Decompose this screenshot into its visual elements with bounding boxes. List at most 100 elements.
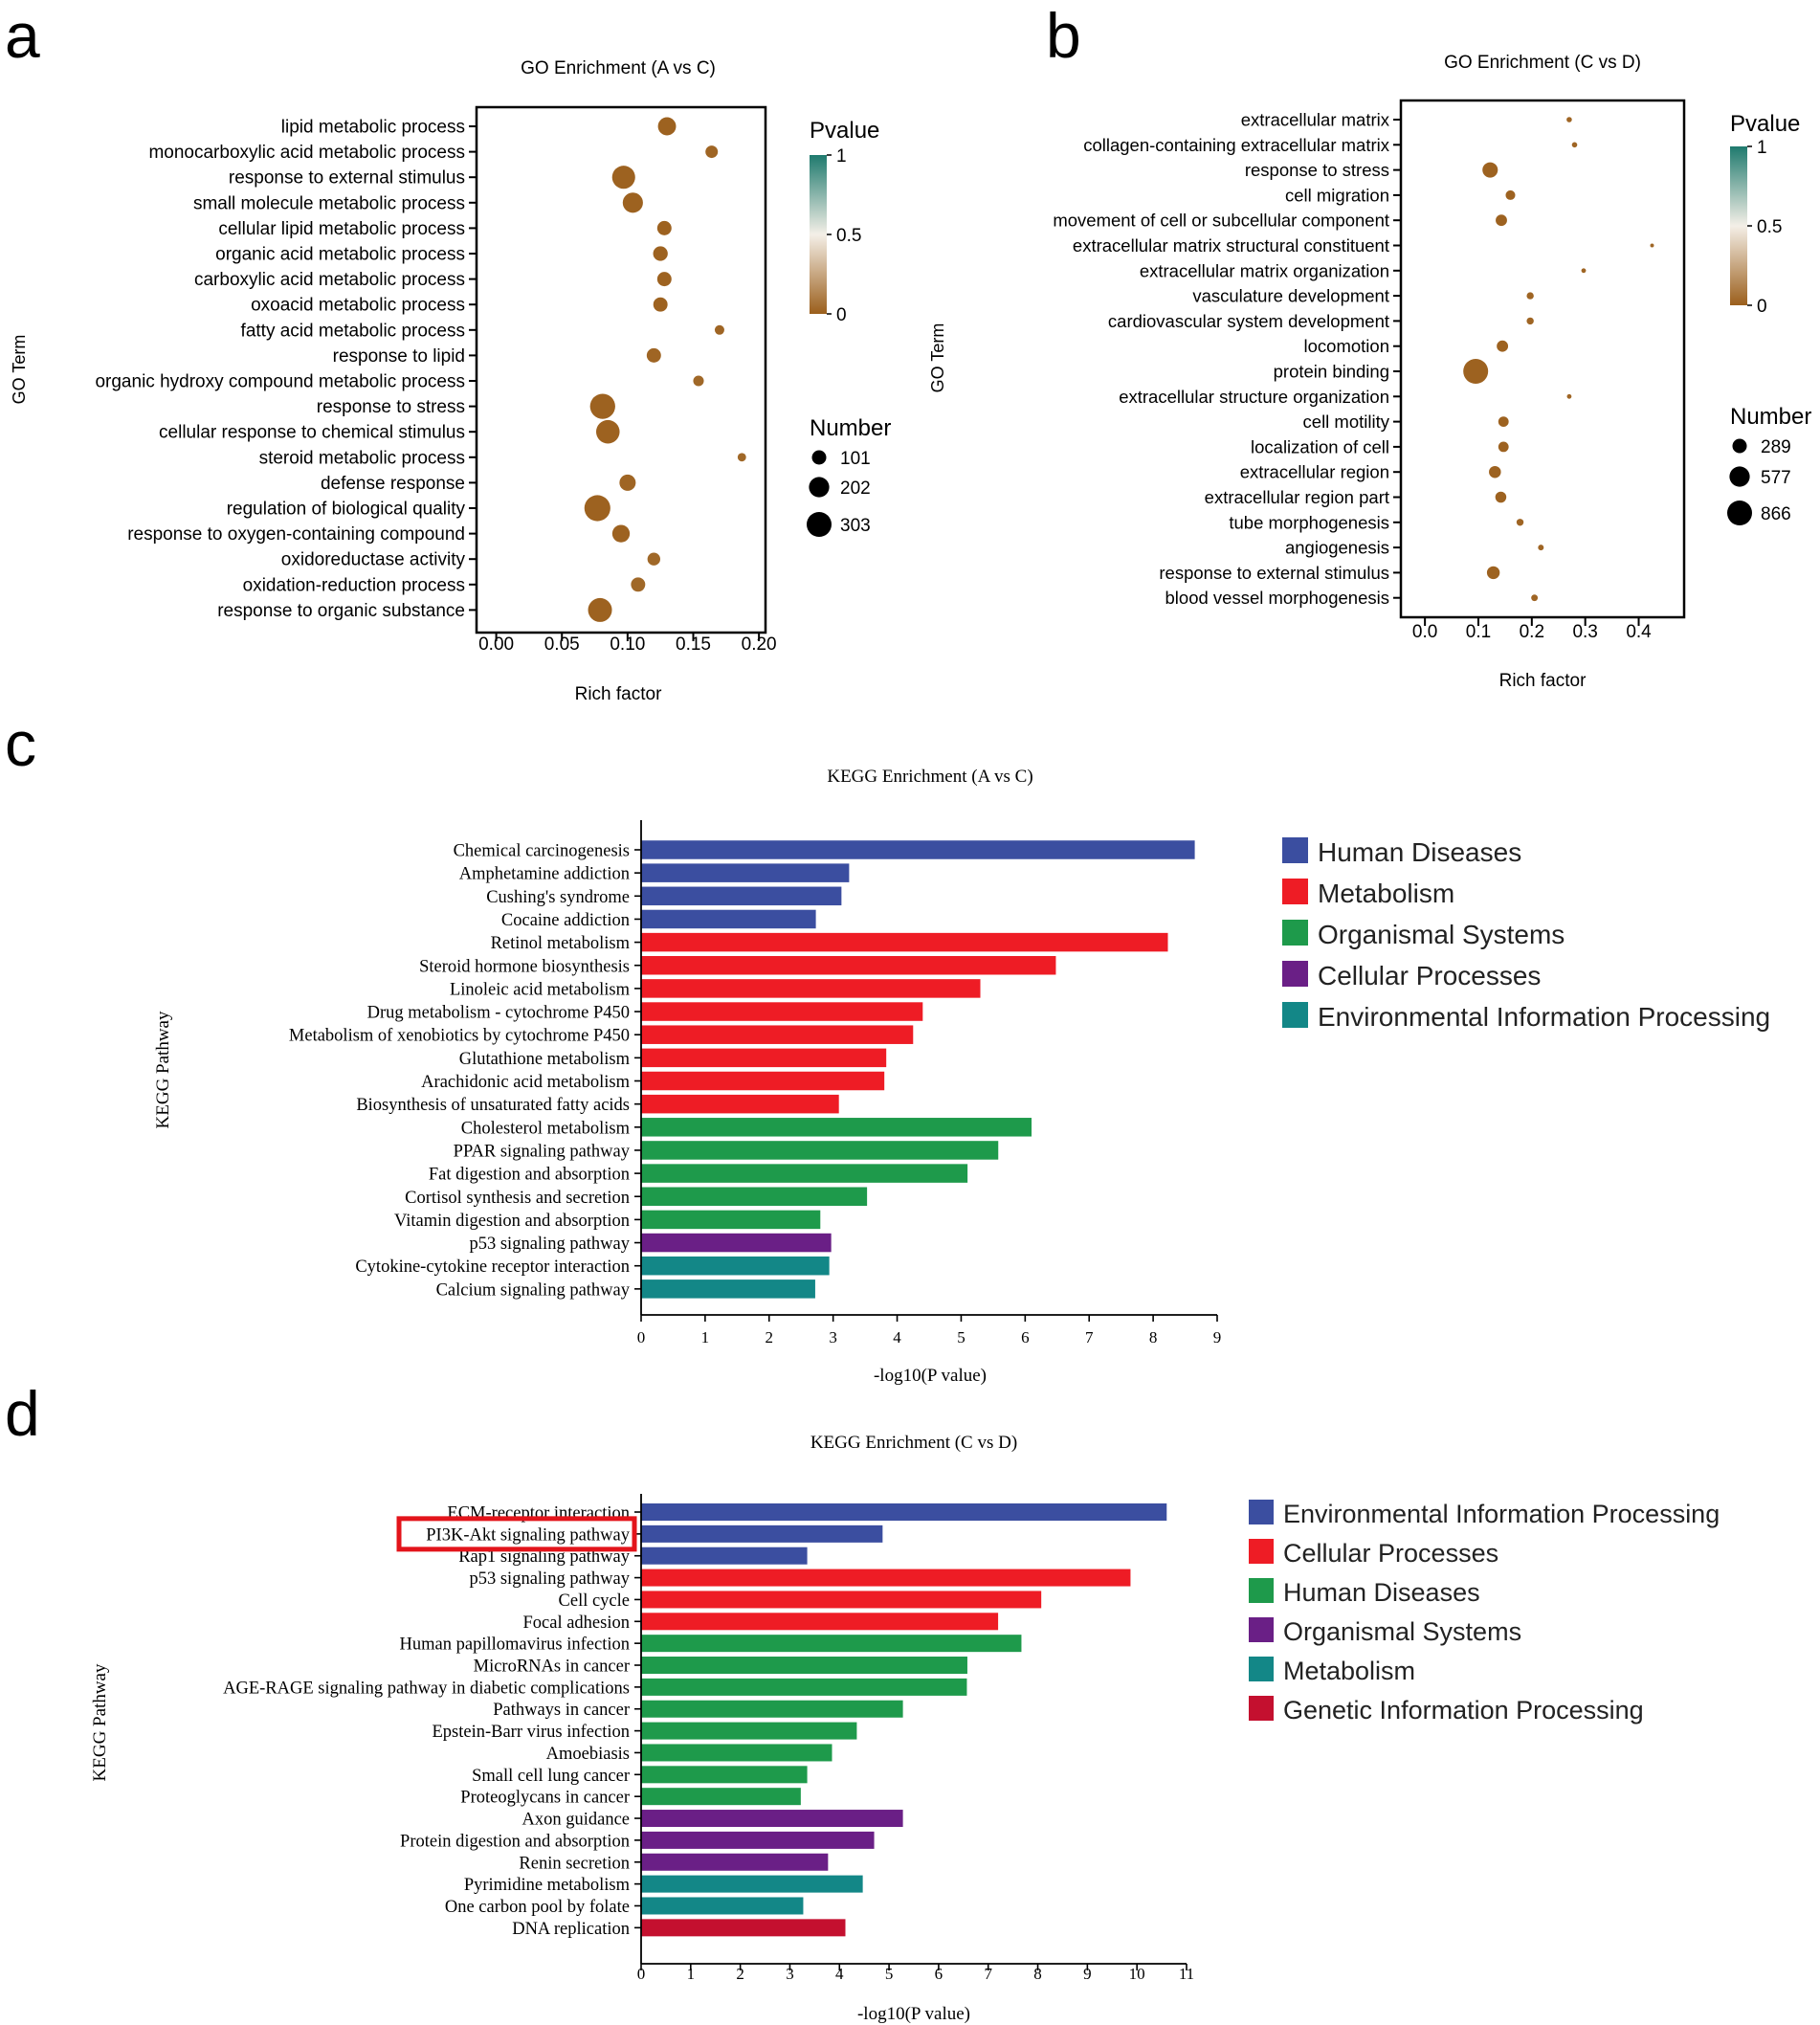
data-point xyxy=(705,145,719,159)
x-tick-label: 0.15 xyxy=(676,634,711,655)
bar xyxy=(641,1744,832,1762)
x-tick-label: 0.1 xyxy=(1466,622,1491,642)
bar xyxy=(641,979,981,998)
x-tick-label: 0.00 xyxy=(478,634,514,655)
y-tick-label: monocarboxylic acid metabolic process xyxy=(148,143,465,163)
y-tick-label: extracellular matrix structural constitu… xyxy=(1073,235,1389,256)
y-tick-label: AGE-RAGE signaling pathway in diabetic c… xyxy=(223,1679,630,1698)
y-axis-label: GO Term xyxy=(10,335,29,405)
y-tick-label: Vitamin digestion and absorption xyxy=(394,1212,630,1231)
y-tick-label: cardiovascular system development xyxy=(1108,311,1389,331)
y-tick-label: response to organic substance xyxy=(217,601,465,621)
x-tick-label: 10 xyxy=(1129,1965,1145,1983)
x-tick-label: 0.0 xyxy=(1412,622,1437,642)
y-tick-label: collagen-containing extracellular matrix xyxy=(1083,135,1390,155)
chart-title: KEGG Enrichment (C vs D) xyxy=(810,1433,1017,1453)
bar xyxy=(641,1233,832,1253)
y-tick-label: steroid metabolic process xyxy=(259,448,465,468)
bar xyxy=(641,1071,885,1091)
x-tick-label: 1 xyxy=(687,1965,696,1983)
y-tick-label: One carbon pool by folate xyxy=(445,1898,630,1917)
data-point xyxy=(1526,317,1534,325)
number-legend-dot xyxy=(807,512,832,537)
pvalue-tick-label: 1 xyxy=(836,146,847,167)
y-tick-label: protein binding xyxy=(1274,362,1389,382)
data-point xyxy=(1497,340,1509,352)
y-tick-label: oxidoreductase activity xyxy=(281,550,466,570)
y-tick-label: carboxylic acid metabolic process xyxy=(194,270,465,290)
bar xyxy=(641,1503,1167,1521)
number-legend-label: 577 xyxy=(1761,468,1791,488)
x-axis-label: -log10(P value) xyxy=(874,1366,987,1386)
y-tick-label: locomotion xyxy=(1304,336,1389,356)
x-axis-label: Rich factor xyxy=(1499,671,1587,691)
y-tick-label: extracellular structure organization xyxy=(1119,387,1389,407)
bar xyxy=(641,1591,1042,1609)
bar xyxy=(641,1766,808,1784)
x-tick-label: 0 xyxy=(637,1965,646,1983)
x-axis-label: -log10(P value) xyxy=(857,2004,970,2024)
y-tick-label: Small cell lung cancer xyxy=(472,1767,630,1786)
bar xyxy=(641,886,842,906)
bar xyxy=(641,1678,967,1696)
y-tick-label: response to external stimulus xyxy=(229,168,465,189)
legend-swatch xyxy=(1282,879,1308,904)
legend-label: Metabolism xyxy=(1318,879,1454,908)
number-legend-label: 289 xyxy=(1761,437,1791,457)
bar xyxy=(641,1187,868,1206)
data-point xyxy=(631,577,646,592)
data-point xyxy=(584,495,610,522)
bar xyxy=(641,1722,857,1740)
x-tick-label: 7 xyxy=(984,1965,992,1983)
bar xyxy=(641,1919,846,1937)
y-tick-label: response to external stimulus xyxy=(1159,563,1389,583)
bar xyxy=(641,1141,999,1160)
panel-label: d xyxy=(5,1378,40,1449)
x-tick-label: 0.10 xyxy=(610,634,645,655)
y-tick-label: Cortisol synthesis and secretion xyxy=(405,1189,630,1208)
bar xyxy=(641,1048,887,1068)
data-point xyxy=(619,474,636,491)
bar xyxy=(641,1810,903,1828)
number-legend-dot xyxy=(1732,438,1747,454)
data-point xyxy=(1650,243,1654,248)
bar xyxy=(641,1280,815,1299)
bar xyxy=(641,1831,875,1849)
x-tick-label: 2 xyxy=(736,1965,744,1983)
y-tick-label: Protein digestion and absorption xyxy=(400,1832,630,1851)
y-tick-label: extracellular region xyxy=(1240,462,1389,482)
bar xyxy=(641,1164,968,1183)
y-tick-label: Amoebiasis xyxy=(546,1745,630,1764)
y-tick-label: Cocaine addiction xyxy=(501,911,630,930)
y-tick-label: fatty acid metabolic process xyxy=(241,321,465,341)
y-tick-label: Arachidonic acid metabolism xyxy=(421,1073,630,1092)
legend-label: Environmental Information Processing xyxy=(1283,1500,1720,1528)
y-tick-label: Pyrimidine metabolism xyxy=(464,1876,631,1895)
y-tick-label: Focal adhesion xyxy=(523,1613,631,1633)
legend-swatch xyxy=(1282,961,1308,987)
y-tick-label: Linoleic acid metabolism xyxy=(450,980,631,999)
data-point xyxy=(656,272,672,287)
number-legend-dot xyxy=(809,477,830,498)
x-tick-label: 0.4 xyxy=(1626,622,1652,642)
data-point xyxy=(1538,545,1544,551)
bar xyxy=(641,909,816,929)
bar xyxy=(641,1897,804,1915)
y-tick-label: organic acid metabolic process xyxy=(215,245,465,265)
data-point xyxy=(1516,519,1524,526)
y-tick-label: oxoacid metabolic process xyxy=(251,296,465,316)
legend-label: Organismal Systems xyxy=(1283,1617,1521,1646)
x-tick-label: 9 xyxy=(1213,1328,1222,1346)
number-legend-label: 866 xyxy=(1761,504,1791,524)
y-axis-label: KEGG Pathway xyxy=(153,1011,173,1128)
y-tick-label: movement of cell or subcellular componen… xyxy=(1053,211,1389,231)
y-tick-label: localization of cell xyxy=(1251,436,1389,456)
x-tick-label: 0.2 xyxy=(1520,622,1544,642)
y-tick-label: Pathways in cancer xyxy=(493,1701,630,1720)
legend-swatch xyxy=(1249,1539,1274,1564)
y-tick-label: regulation of biological quality xyxy=(227,500,466,520)
y-tick-label: cell motility xyxy=(1303,412,1390,432)
data-point xyxy=(656,220,672,235)
number-legend-label: 101 xyxy=(840,449,871,469)
pvalue-tick-label: 0 xyxy=(836,305,847,325)
